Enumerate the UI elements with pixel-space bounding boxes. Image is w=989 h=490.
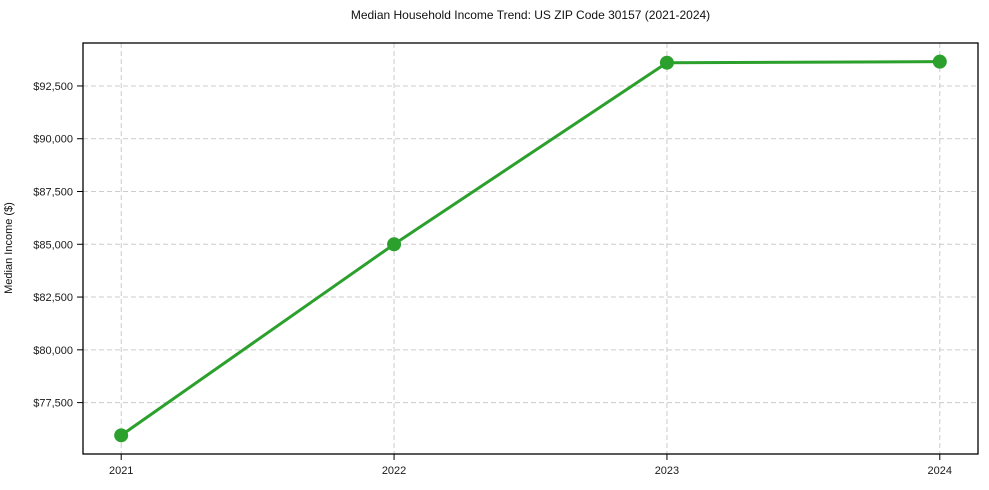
plot-border: [82, 42, 979, 455]
y-tick-label: $92,500: [33, 81, 73, 93]
x-tick-label: 2021: [109, 465, 133, 477]
x-tick-label: 2022: [382, 465, 406, 477]
chart-title: Median Household Income Trend: US ZIP Co…: [350, 8, 711, 22]
y-tick-label: $85,000: [33, 239, 73, 251]
data-point: [114, 428, 129, 443]
y-tick-label: $77,500: [33, 398, 73, 410]
data-point: [387, 237, 402, 252]
trend-line: [119, 60, 942, 437]
data-point: [932, 54, 947, 69]
y-tick-label: $80,000: [33, 345, 73, 357]
y-tick-label: $82,500: [33, 292, 73, 304]
x-tick-label: 2024: [928, 465, 952, 477]
x-tick-label: 2023: [655, 465, 679, 477]
y-tick-label: $87,500: [33, 187, 73, 199]
data-point: [659, 55, 674, 70]
y-tick-label: $90,000: [33, 134, 73, 146]
